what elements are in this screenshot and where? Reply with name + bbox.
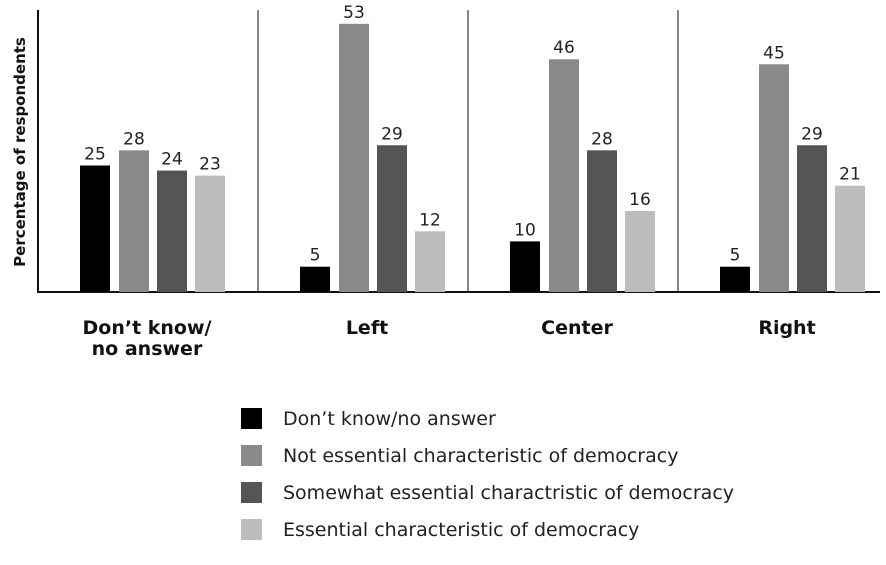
legend-item: Somewhat essential charactristic of demo… bbox=[241, 474, 734, 511]
legend-label: Essential characteristic of democracy bbox=[283, 518, 640, 541]
legend-swatch bbox=[241, 482, 262, 503]
bar-value-label: 10 bbox=[514, 220, 536, 240]
bar-value-label: 46 bbox=[553, 38, 575, 58]
chart-category-labels: Don’t know/no answer Left Center Right bbox=[83, 317, 816, 360]
chart-value-labels: 25 5 10 5 28 53 46 45 24 29 28 29 23 12 16 21 bbox=[84, 3, 861, 266]
category-label: Don’t know/ bbox=[83, 317, 212, 339]
bar-value-label: 45 bbox=[763, 43, 785, 63]
bar bbox=[510, 241, 540, 292]
bar bbox=[759, 64, 789, 292]
bar bbox=[80, 165, 110, 292]
bar-value-label: 23 bbox=[199, 155, 221, 175]
category-label: Left bbox=[346, 317, 388, 339]
bar bbox=[377, 145, 407, 292]
legend: Don’t know/no answer Not essential charac… bbox=[241, 400, 734, 548]
bar bbox=[157, 170, 187, 292]
legend-swatch bbox=[241, 445, 262, 466]
bar-value-label: 29 bbox=[381, 124, 403, 144]
bar-value-label: 24 bbox=[161, 150, 183, 170]
category-label: Right bbox=[758, 317, 815, 339]
legend-item: Don’t know/no answer bbox=[241, 400, 734, 437]
legend-item: Not essential characteristic of democrac… bbox=[241, 437, 734, 474]
legend-label: Not essential characteristic of democrac… bbox=[283, 444, 679, 467]
bar-value-label: 16 bbox=[629, 190, 651, 210]
bar-value-label: 28 bbox=[123, 129, 145, 149]
bar-value-label: 21 bbox=[839, 165, 861, 185]
bar bbox=[835, 185, 865, 292]
bar-value-label: 5 bbox=[310, 246, 321, 266]
legend-label: Don’t know/no answer bbox=[283, 407, 496, 430]
bar-value-label: 29 bbox=[801, 124, 823, 144]
bar-chart: 25 5 10 5 28 53 46 45 24 29 28 29 23 12 16 21 Don’t kno… bbox=[11, 3, 880, 360]
bar-value-label: 53 bbox=[343, 3, 365, 23]
bar bbox=[797, 145, 827, 292]
bar bbox=[300, 266, 330, 292]
bar-value-label: 5 bbox=[730, 246, 741, 266]
bar bbox=[625, 211, 655, 292]
category-label: no answer bbox=[92, 338, 203, 360]
bar bbox=[415, 231, 445, 292]
bar bbox=[587, 150, 617, 292]
legend-swatch bbox=[241, 519, 262, 540]
bar-value-label: 28 bbox=[591, 129, 613, 149]
bar bbox=[339, 23, 369, 292]
legend-item: Essential characteristic of democracy bbox=[241, 511, 734, 548]
category-label: Center bbox=[541, 317, 613, 339]
y-axis-label: Percentage of respondents bbox=[11, 37, 29, 267]
bar bbox=[119, 150, 149, 292]
bar-value-label: 12 bbox=[419, 210, 441, 230]
legend-swatch bbox=[241, 408, 262, 429]
legend-label: Somewhat essential charactristic of demo… bbox=[283, 481, 735, 504]
bar bbox=[549, 59, 579, 292]
bar bbox=[195, 175, 225, 292]
chart-bars bbox=[80, 23, 865, 292]
bar bbox=[720, 266, 750, 292]
bar-value-label: 25 bbox=[84, 145, 106, 165]
